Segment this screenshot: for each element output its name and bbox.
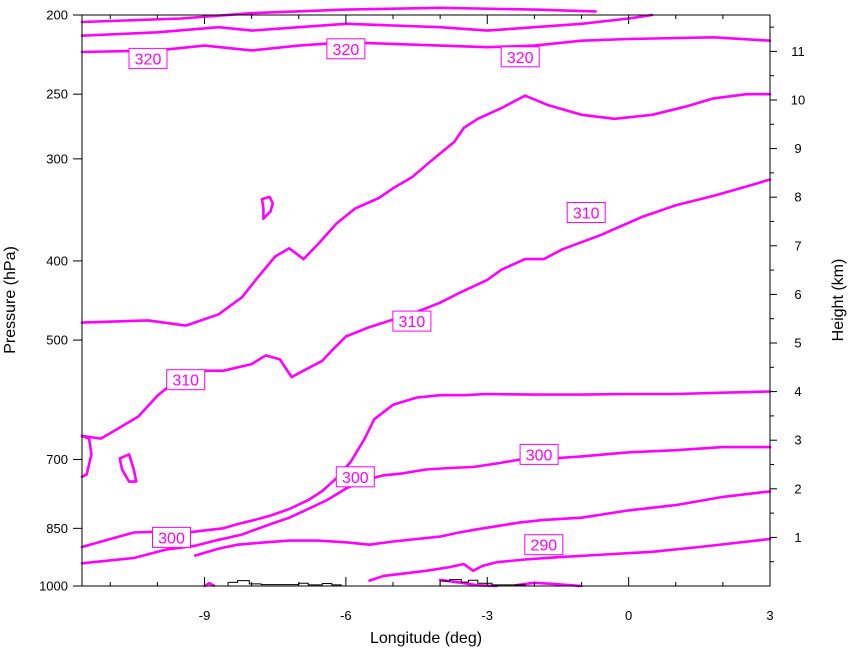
contour-line-15 — [514, 581, 583, 588]
contour-label-box-7 — [152, 526, 191, 548]
right-tick-label: 9 — [794, 141, 801, 156]
right-tick-label: 6 — [794, 287, 801, 302]
contour-label-2: 320 — [333, 42, 360, 59]
y-tick-label: 250 — [46, 87, 68, 102]
contour-label-box-2 — [326, 38, 366, 60]
y-tick-label: 400 — [46, 253, 68, 268]
contour-line-10 — [80, 445, 772, 565]
contour-label-box-8 — [335, 466, 375, 488]
contour-line-11 — [193, 490, 772, 557]
right-tick-label: 5 — [794, 335, 801, 350]
terrain-segment-2 — [439, 579, 526, 586]
contour-label-5: 310 — [399, 314, 426, 331]
y-axis-title-left: Pressure (hPa) — [2, 246, 19, 354]
contour-line-6 — [80, 178, 772, 440]
right-tick-label: 2 — [794, 481, 801, 496]
right-tick-label: 7 — [794, 238, 801, 253]
plot-frame — [81, 14, 771, 587]
right-tick-label: 3 — [794, 433, 801, 448]
x-tick-label: -9 — [199, 608, 211, 623]
x-tick-label: -3 — [481, 608, 493, 623]
right-tick-label: 10 — [791, 92, 805, 107]
x-tick-label: 0 — [625, 608, 632, 623]
y-tick-label: 500 — [46, 333, 68, 348]
right-tick-label: 11 — [791, 44, 805, 59]
y-tick-label: 1000 — [39, 579, 68, 594]
contour-label-1: 320 — [135, 51, 162, 68]
contour-label-box-3 — [500, 46, 540, 68]
contour-label-box-1 — [128, 47, 168, 69]
x-axis-title: Longitude (deg) — [370, 630, 482, 647]
contour-labels: 320 320 320 310 310 310 300 300 300 290 — [128, 38, 606, 556]
axes: -9 -6 -3 0 3 200 250 300 400 500 700 850 1000 1 2 3 4 5 6 7… — [39, 8, 805, 624]
contour-line-2 — [80, 13, 654, 37]
contour-lines — [80, 6, 772, 588]
contour-label-box-9 — [519, 443, 559, 465]
contour-line-8 — [118, 453, 138, 483]
contour-label-7: 300 — [158, 530, 185, 547]
y-tick-label: 200 — [46, 8, 68, 23]
y-tick-label: 300 — [46, 151, 68, 166]
contour-line-13 — [203, 581, 216, 588]
right-tick-label: 4 — [794, 384, 801, 399]
y-tick-label: 850 — [46, 521, 68, 536]
contour-label-box-10 — [524, 534, 564, 556]
contour-label-9: 300 — [526, 447, 553, 464]
contour-label-6: 310 — [573, 206, 600, 223]
contour-line-4 — [80, 92, 772, 327]
y-tick-label: 700 — [46, 452, 68, 467]
right-tick-label: 1 — [794, 530, 801, 545]
contour-line-1 — [80, 6, 597, 24]
x-tick-label: -6 — [340, 608, 352, 623]
contour-label-box-5 — [392, 310, 432, 332]
contour-label-10: 290 — [530, 538, 557, 555]
contour-line-7 — [80, 434, 93, 479]
y-axis-title-right: Height (km) — [830, 259, 847, 342]
terrain-segment-1 — [227, 580, 342, 586]
contour-label-box-6 — [566, 202, 606, 223]
contour-line-12 — [368, 537, 772, 582]
contour-line-5 — [260, 195, 275, 220]
x-tick-label: 3 — [766, 608, 773, 623]
contour-label-box-4 — [166, 369, 206, 391]
contour-label-8: 300 — [342, 470, 369, 487]
contour-label-3: 320 — [507, 50, 534, 67]
contour-label-4: 310 — [172, 373, 199, 390]
right-tick-label: 8 — [794, 190, 801, 205]
contour-line-3 — [80, 36, 772, 54]
